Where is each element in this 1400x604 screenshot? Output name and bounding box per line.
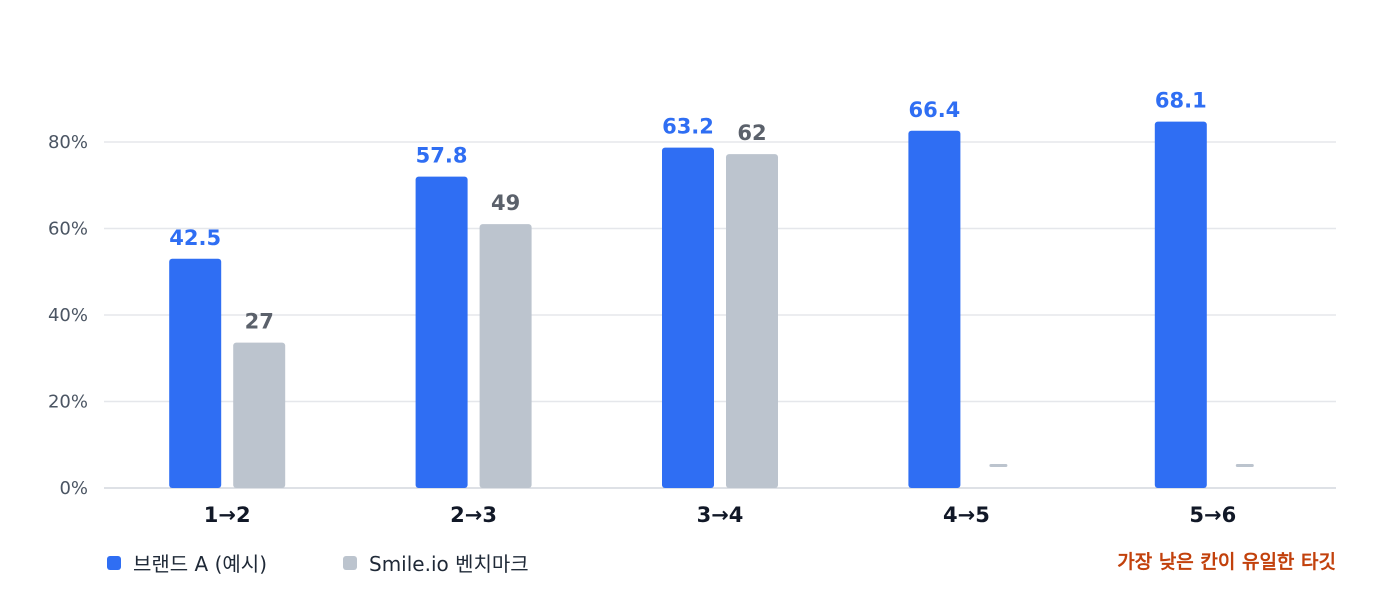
y-tick-label: 60%: [48, 219, 88, 240]
bar-brand-a: [1154, 121, 1207, 489]
data-label: 63.2: [662, 115, 714, 139]
bar-missing-marker: [989, 464, 1008, 467]
x-tick-label: 5→6: [1189, 503, 1236, 527]
x-tick-label: 1→2: [204, 503, 251, 527]
y-tick-label: 20%: [48, 392, 88, 413]
bar-benchmark: [233, 342, 286, 488]
data-label: 49: [491, 191, 520, 215]
data-label: 42.5: [169, 226, 221, 250]
bar-benchmark: [726, 154, 778, 489]
x-tick-label: 2→3: [450, 503, 497, 527]
data-label: 62: [737, 121, 766, 145]
x-tick-label: 4→5: [943, 503, 990, 527]
bar-brand-a: [169, 258, 222, 488]
y-tick-label: 80%: [48, 132, 88, 153]
bar-benchmark: [479, 224, 532, 489]
data-label: 68.1: [1155, 89, 1207, 113]
bar-missing-marker: [1235, 464, 1254, 467]
data-label: 27: [245, 310, 274, 334]
y-tick-label: 40%: [48, 305, 88, 326]
bar-brand-a: [908, 130, 961, 488]
data-label: 66.4: [908, 98, 960, 122]
x-tick-label: 3→4: [697, 503, 744, 527]
bar-brand-a: [662, 147, 714, 488]
bar-brand-a: [415, 176, 468, 488]
data-label: 57.8: [416, 144, 468, 168]
y-tick-label: 0%: [59, 478, 88, 499]
